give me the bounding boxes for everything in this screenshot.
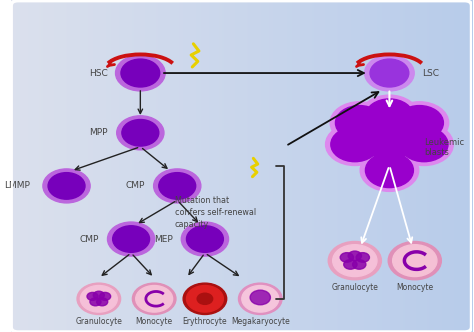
Circle shape	[370, 59, 409, 87]
Circle shape	[100, 292, 110, 300]
Text: LSC: LSC	[422, 68, 439, 78]
Circle shape	[197, 293, 213, 304]
Circle shape	[122, 120, 159, 146]
Text: MEP: MEP	[154, 234, 173, 244]
Circle shape	[360, 149, 419, 191]
Circle shape	[181, 222, 228, 256]
Circle shape	[326, 124, 384, 165]
Circle shape	[365, 153, 413, 188]
Circle shape	[356, 253, 369, 262]
Text: Granulocyte: Granulocyte	[331, 283, 378, 291]
Circle shape	[353, 260, 366, 269]
Circle shape	[328, 241, 382, 280]
Circle shape	[77, 283, 120, 314]
Circle shape	[43, 169, 90, 203]
Text: MPP: MPP	[90, 128, 108, 137]
Circle shape	[154, 169, 201, 203]
Circle shape	[238, 283, 282, 314]
Circle shape	[336, 106, 383, 140]
Text: HSC: HSC	[89, 68, 108, 78]
Circle shape	[87, 292, 98, 300]
Circle shape	[250, 290, 270, 305]
Circle shape	[242, 286, 279, 312]
Text: Monocyte: Monocyte	[396, 283, 433, 291]
Circle shape	[132, 283, 176, 314]
Circle shape	[81, 286, 117, 312]
Circle shape	[48, 173, 85, 199]
Circle shape	[400, 127, 448, 162]
Circle shape	[360, 122, 419, 164]
Circle shape	[365, 125, 413, 160]
Circle shape	[330, 102, 389, 144]
Text: Leukemic
blasts: Leukemic blasts	[424, 138, 464, 157]
Text: Erythrocyte: Erythrocyte	[182, 317, 227, 326]
Circle shape	[108, 222, 155, 256]
Circle shape	[333, 245, 377, 277]
Circle shape	[365, 99, 413, 133]
Circle shape	[392, 245, 437, 277]
Circle shape	[93, 291, 104, 299]
Circle shape	[390, 102, 449, 144]
Circle shape	[186, 226, 223, 252]
Text: CMP: CMP	[126, 181, 145, 191]
Circle shape	[113, 226, 150, 252]
Text: Monocyte: Monocyte	[136, 317, 173, 326]
Circle shape	[365, 55, 414, 91]
Circle shape	[395, 124, 453, 165]
Text: Granulocyte: Granulocyte	[75, 317, 122, 326]
Circle shape	[121, 59, 160, 87]
Text: Mutation that
confers self-renewal
capacity: Mutation that confers self-renewal capac…	[175, 196, 256, 229]
Circle shape	[159, 173, 196, 199]
Circle shape	[331, 127, 379, 162]
Circle shape	[183, 283, 227, 314]
Circle shape	[117, 116, 164, 150]
Circle shape	[395, 106, 443, 140]
Circle shape	[344, 260, 357, 269]
Circle shape	[136, 286, 173, 312]
Circle shape	[340, 253, 354, 262]
Text: Megakaryocyte: Megakaryocyte	[231, 317, 290, 326]
Circle shape	[90, 298, 101, 306]
Circle shape	[348, 251, 362, 261]
Circle shape	[186, 286, 223, 312]
Text: LMMP: LMMP	[4, 181, 30, 191]
Text: CMP: CMP	[80, 234, 99, 244]
Circle shape	[97, 298, 108, 306]
Circle shape	[388, 241, 441, 280]
Circle shape	[360, 95, 419, 137]
Circle shape	[116, 55, 165, 91]
